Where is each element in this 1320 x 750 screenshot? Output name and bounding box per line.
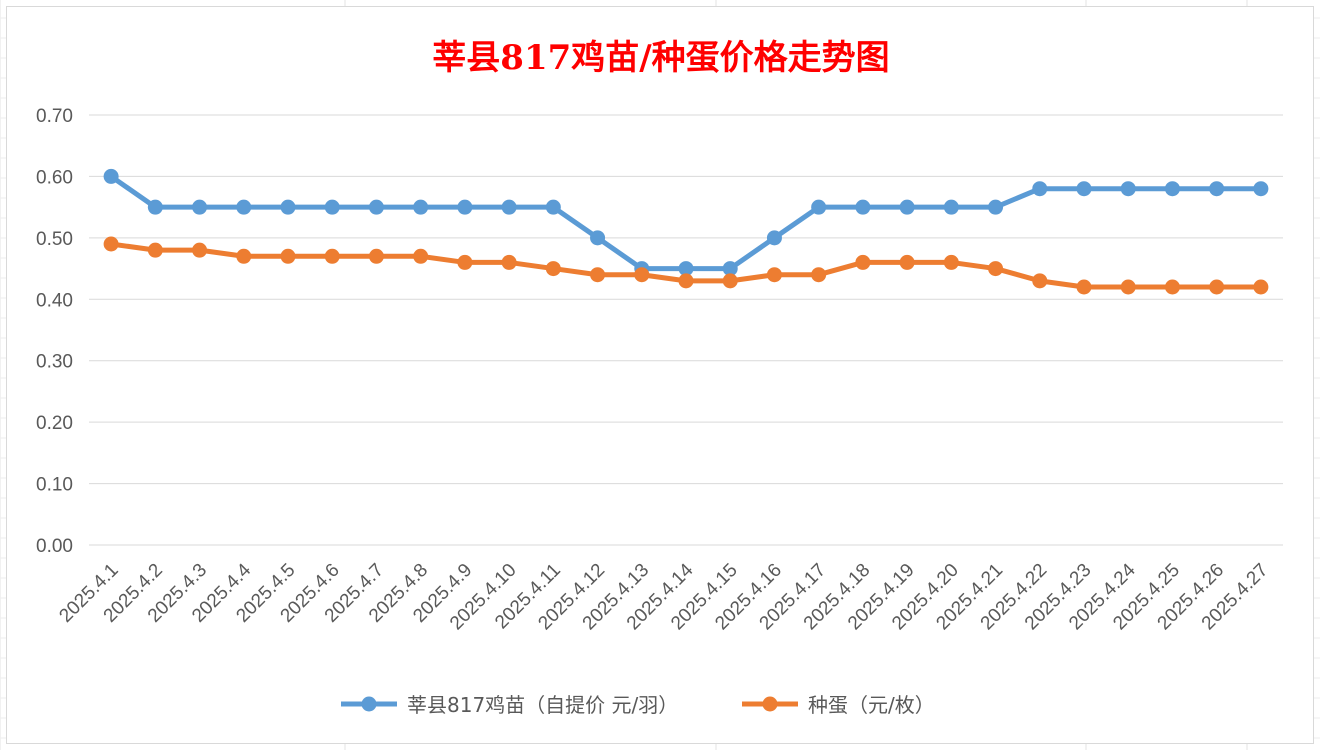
data-point[interactable] bbox=[855, 254, 871, 270]
data-point[interactable] bbox=[811, 267, 827, 283]
data-point[interactable] bbox=[766, 267, 782, 283]
data-point[interactable] bbox=[766, 230, 782, 246]
data-point[interactable] bbox=[899, 199, 915, 215]
data-point[interactable] bbox=[899, 254, 915, 270]
data-point[interactable] bbox=[1076, 279, 1092, 295]
data-point[interactable] bbox=[413, 248, 429, 264]
data-point[interactable] bbox=[236, 199, 252, 215]
data-point[interactable] bbox=[545, 261, 561, 277]
data-point[interactable] bbox=[192, 242, 208, 258]
data-point[interactable] bbox=[280, 248, 296, 264]
data-point[interactable] bbox=[457, 199, 473, 215]
data-point[interactable] bbox=[988, 199, 1004, 215]
legend-item-2[interactable]: 种蛋（元/枚） bbox=[742, 693, 935, 717]
data-point[interactable] bbox=[413, 199, 429, 215]
legend-label: 莘县817鸡苗（自提价 元/羽） bbox=[407, 693, 678, 717]
series-1 bbox=[103, 168, 1269, 277]
data-point[interactable] bbox=[722, 273, 738, 289]
y-axis-ticks: 0.00 0.10 0.20 0.30 0.40 0.50 0.60 0.70 bbox=[36, 106, 73, 557]
y-tick-label: 0.60 bbox=[36, 167, 73, 188]
gridlines bbox=[89, 114, 1283, 546]
data-point[interactable] bbox=[103, 168, 119, 184]
data-point[interactable] bbox=[324, 199, 340, 215]
data-point[interactable] bbox=[1120, 181, 1136, 197]
series-layer bbox=[103, 168, 1269, 295]
legend-swatch-marker bbox=[361, 696, 377, 712]
legend-label: 种蛋（元/枚） bbox=[808, 693, 935, 717]
data-point[interactable] bbox=[811, 199, 827, 215]
y-tick-label: 0.40 bbox=[36, 290, 73, 311]
data-point[interactable] bbox=[368, 199, 384, 215]
data-point[interactable] bbox=[988, 261, 1004, 277]
y-tick-label: 0.00 bbox=[36, 536, 73, 557]
y-tick-label: 0.20 bbox=[36, 413, 73, 434]
data-point[interactable] bbox=[1120, 279, 1136, 295]
data-point[interactable] bbox=[678, 273, 694, 289]
line-chart: 莘县817鸡苗/种蛋价格走势图 0.00 0.10 0.20 0.30 0.40 0.50… bbox=[36, 38, 1283, 717]
data-point[interactable] bbox=[501, 254, 517, 270]
data-point[interactable] bbox=[1164, 181, 1180, 197]
legend-swatch-marker bbox=[762, 696, 778, 712]
data-point[interactable] bbox=[457, 254, 473, 270]
chart-title: 莘县817鸡苗/种蛋价格走势图 bbox=[432, 38, 889, 78]
data-point[interactable] bbox=[634, 267, 650, 283]
data-point[interactable] bbox=[722, 261, 738, 277]
data-point[interactable] bbox=[678, 261, 694, 277]
legend-item-1[interactable]: 莘县817鸡苗（自提价 元/羽） bbox=[341, 693, 678, 717]
chart-area[interactable]: 莘县817鸡苗/种蛋价格走势图 0.00 0.10 0.20 0.30 0.40 0.50… bbox=[6, 6, 1314, 744]
y-tick-label: 0.70 bbox=[36, 106, 73, 127]
data-point[interactable] bbox=[280, 199, 296, 215]
data-point[interactable] bbox=[368, 248, 384, 264]
data-point[interactable] bbox=[1209, 181, 1225, 197]
y-tick-label: 0.10 bbox=[36, 475, 73, 496]
data-point[interactable] bbox=[1032, 273, 1048, 289]
data-point[interactable] bbox=[545, 199, 561, 215]
data-point[interactable] bbox=[1032, 181, 1048, 197]
data-point[interactable] bbox=[236, 248, 252, 264]
data-point[interactable] bbox=[192, 199, 208, 215]
data-point[interactable] bbox=[590, 267, 606, 283]
data-point[interactable] bbox=[1164, 279, 1180, 295]
data-point[interactable] bbox=[147, 199, 163, 215]
data-point[interactable] bbox=[103, 236, 119, 252]
data-point[interactable] bbox=[1209, 279, 1225, 295]
data-point[interactable] bbox=[501, 199, 517, 215]
legend: 莘县817鸡苗（自提价 元/羽） 种蛋（元/枚） bbox=[341, 693, 935, 717]
y-tick-label: 0.50 bbox=[36, 229, 73, 250]
data-point[interactable] bbox=[943, 199, 959, 215]
data-point[interactable] bbox=[1253, 279, 1269, 295]
data-point[interactable] bbox=[855, 199, 871, 215]
y-tick-label: 0.30 bbox=[36, 352, 73, 373]
x-axis-ticks: 2025.4.12025.4.22025.4.32025.4.42025.4.5… bbox=[55, 559, 1272, 634]
series-2 bbox=[103, 236, 1269, 295]
data-point[interactable] bbox=[1253, 181, 1269, 197]
data-point[interactable] bbox=[590, 230, 606, 246]
data-point[interactable] bbox=[943, 254, 959, 270]
data-point[interactable] bbox=[1076, 181, 1092, 197]
data-point[interactable] bbox=[324, 248, 340, 264]
data-point[interactable] bbox=[147, 242, 163, 258]
